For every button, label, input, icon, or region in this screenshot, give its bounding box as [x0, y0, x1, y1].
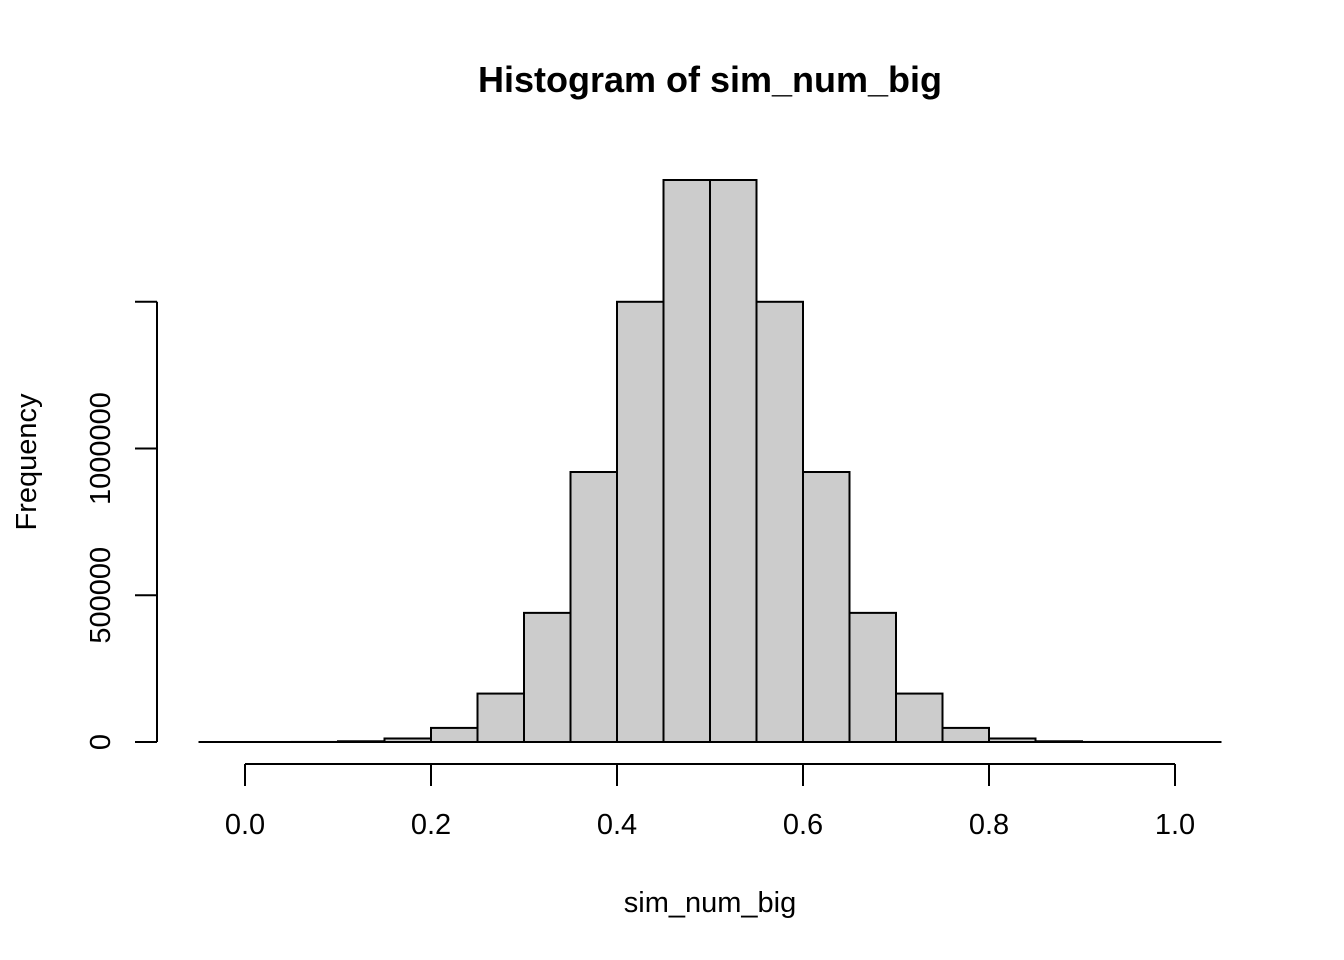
y-axis: 0 500000 1000000 — [85, 300, 158, 750]
y-tick-label: 1000000 — [85, 392, 117, 505]
histogram-bar — [616, 300, 665, 743]
x-tick-label: 0.8 — [969, 809, 1009, 841]
y-tick-label: 500000 — [85, 547, 117, 644]
histogram-bar — [662, 179, 711, 743]
histogram-bar — [709, 179, 758, 743]
x-tick-label: 0.4 — [597, 809, 637, 841]
histogram-bar — [848, 611, 897, 743]
x-tick-label: 0.0 — [225, 809, 265, 841]
histogram-bar — [941, 726, 990, 744]
x-axis: 0.0 0.2 0.4 0.6 0.8 1.0 — [225, 763, 1195, 841]
x-tick-label: 0.6 — [783, 809, 823, 841]
chart-title: Histogram of sim_num_big — [478, 59, 942, 100]
histogram-bar — [430, 726, 479, 744]
histogram-bar — [523, 611, 572, 743]
histogram-bar — [895, 692, 944, 744]
x-axis-label: sim_num_big — [624, 887, 796, 919]
histogram-bars — [244, 179, 1176, 744]
y-tick-label: 0 — [85, 734, 117, 750]
histogram-bar — [755, 300, 804, 743]
histogram-bar — [569, 471, 618, 743]
x-tick-label: 0.2 — [411, 809, 451, 841]
y-axis-label: Frequency — [11, 393, 43, 531]
histogram-bar — [802, 471, 851, 743]
histogram-bar — [476, 692, 525, 744]
x-tick-label: 1.0 — [1155, 809, 1195, 841]
